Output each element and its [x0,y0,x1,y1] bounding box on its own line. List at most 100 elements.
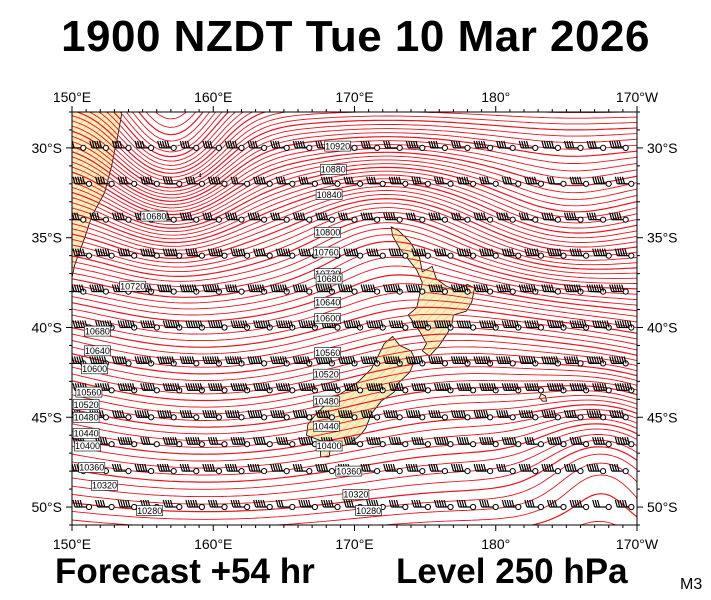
wind-barb [501,320,522,331]
wind-barb [360,140,381,151]
wind-barb [428,212,448,223]
contour-label-text: 10680 [141,211,166,221]
wind-barb [405,212,426,223]
wind-barb [95,499,115,511]
wind-barb [586,463,607,475]
contour-label: 10360 [78,462,106,473]
wind-barb [586,356,607,367]
wind-barb [320,499,341,511]
contour-label-text: 10520 [74,400,99,410]
wind-barb [185,320,205,331]
wind-barb [202,140,222,151]
wind-barb [185,383,205,394]
wind-barb [524,176,545,187]
wind-barb [546,499,567,511]
wind-barb [111,356,132,367]
wind-barb [134,356,155,367]
wind-barb [253,437,273,448]
wind-barb [134,410,155,421]
wind-barb [292,463,313,475]
wind-barb [224,463,245,475]
height-contour [72,453,637,520]
lat-label-right: 50°S [647,499,678,515]
lon-label-top: 180° [481,89,510,105]
height-contour [72,132,637,199]
wind-barb [140,248,160,259]
wind-barb [247,212,268,223]
wind-barb [247,356,268,367]
wind-barb [343,383,364,394]
wind-barbs [72,140,635,511]
wind-barb [473,212,494,223]
wind-barb [433,383,454,394]
wind-barb [337,284,358,295]
contour-label: 10280 [355,505,382,516]
wind-barb [292,410,313,421]
wind-barb [563,212,584,223]
lat-label-left: 45°S [31,409,62,425]
contour-label-text: 10640 [85,346,110,356]
wind-barb [270,356,290,367]
wind-barb [383,212,403,223]
wind-barb [315,410,335,421]
height-contour [72,163,637,226]
wind-barb [270,140,290,151]
wind-barb [315,463,335,475]
wind-barb [586,410,607,421]
wind-barb [518,284,539,295]
wind-barb [456,176,477,187]
wind-barb [388,383,409,394]
wind-barb [524,248,545,259]
wind-barb [117,437,138,448]
contour-label-text: 10920 [325,141,350,151]
contour-label: 10600 [314,313,342,324]
wind-barb [111,140,132,151]
contour-label-text: 10560 [315,348,340,358]
wind-barb [586,284,607,295]
wind-barb [275,383,296,394]
wind-barb [518,212,539,223]
contour-label: 10680 [315,273,343,285]
wind-barb [546,248,567,259]
wind-barb [518,410,539,421]
wind-barb [230,383,251,394]
wind-barb [162,383,183,394]
wind-barb [315,212,335,223]
contour-label: 10600 [81,363,108,375]
contour-label: 10840 [315,189,343,200]
wind-barb [366,176,386,187]
wind-barb [411,499,431,511]
wind-barb [275,499,296,511]
contour-label-text: 10280 [356,506,381,516]
contour-label-text: 10680 [85,326,110,336]
wind-barb [433,437,454,448]
wind-barb [292,284,313,295]
lat-label-left: 40°S [31,319,62,335]
wind-barb [609,284,629,295]
wind-barb [72,176,93,187]
contour-label-text: 10600 [82,364,107,374]
wind-barb [569,383,590,394]
axis-ticks [66,106,643,531]
wind-barb [592,248,612,259]
wind-barb [157,410,177,421]
height-contour [132,112,210,142]
lon-label-top: 170°W [616,89,659,105]
wind-barb [569,320,590,331]
wind-barb [456,248,477,259]
wind-barb [479,383,499,394]
wind-barb [179,284,200,295]
wind-barb [230,499,251,511]
wind-barb [247,410,268,421]
lon-label-bottom: 170°E [335,536,373,552]
contour-label: 10640 [314,296,342,308]
wind-barb [479,437,499,448]
wind-barb [230,437,251,448]
wind-barb [592,499,612,511]
wind-barb [320,383,341,394]
lon-label-bottom: 150°E [53,536,91,552]
wind-barb [337,212,358,223]
wind-barb [179,140,200,151]
wind-barb [479,176,499,187]
